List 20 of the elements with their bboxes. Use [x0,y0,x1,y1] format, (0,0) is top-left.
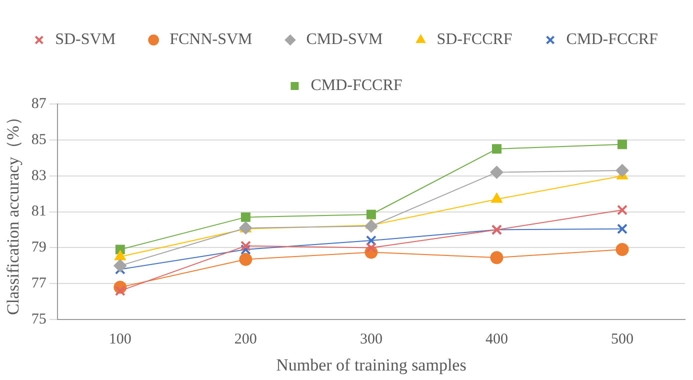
legend-label: SD-FCCRF [436,31,512,48]
y-tick-label: 81 [31,204,46,220]
legend-label: CMD-FCCRF [310,77,402,94]
y-tick-label: 77 [31,276,47,292]
legend-label: FCNN-SVM [170,31,252,48]
y-axis-title: Classification accuracy（%） [4,108,23,315]
legend-label: CMD-FCCRF [566,31,658,48]
x-tick-label: 300 [360,332,382,348]
y-tick-label: 83 [31,168,46,184]
y-tick-label: 85 [31,132,46,148]
legend-label: CMD-SVM [306,31,383,48]
x-tick-label: 400 [485,332,508,348]
legend-label: SD-SVM [55,31,116,48]
x-axis-title: Number of training samples [276,355,466,374]
x-tick-label: 500 [610,332,634,348]
y-tick-label: 75 [31,312,46,328]
x-tick-label: 100 [108,332,132,348]
y-tick-label: 87 [31,96,47,112]
x-tick-label: 200 [234,332,257,348]
y-tick-label: 79 [31,240,46,256]
